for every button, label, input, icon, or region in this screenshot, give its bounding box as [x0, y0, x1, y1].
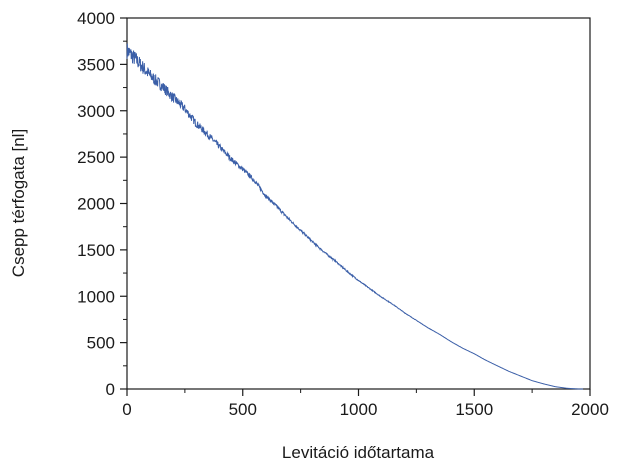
volume-series-line [126, 43, 584, 390]
x-tick-label: 1500 [455, 400, 493, 419]
x-tick-label: 2000 [571, 400, 609, 419]
y-tick-label: 0 [106, 380, 115, 399]
x-axis: 0 500 1000 1500 2000 [122, 389, 609, 419]
x-tick-label: 500 [229, 400, 257, 419]
y-tick-label: 500 [87, 334, 115, 353]
x-axis-label: Levitáció időtartama [282, 443, 435, 462]
y-tick-label: 4000 [77, 9, 115, 28]
y-tick-label: 3500 [77, 55, 115, 74]
y-tick-label: 1000 [77, 287, 115, 306]
y-tick-label: 2000 [77, 195, 115, 214]
x-tick-label: 0 [122, 400, 131, 419]
y-axis-label: Csepp térfogata [nl] [9, 129, 28, 277]
x-tick-label: 1000 [340, 400, 378, 419]
plot-frame [126, 17, 591, 390]
y-tick-label: 3000 [77, 102, 115, 121]
y-tick-label: 2500 [77, 148, 115, 167]
y-axis: 0 500 1000 1500 2000 2500 3000 3500 4000 [77, 9, 127, 399]
y-tick-label: 1500 [77, 241, 115, 260]
